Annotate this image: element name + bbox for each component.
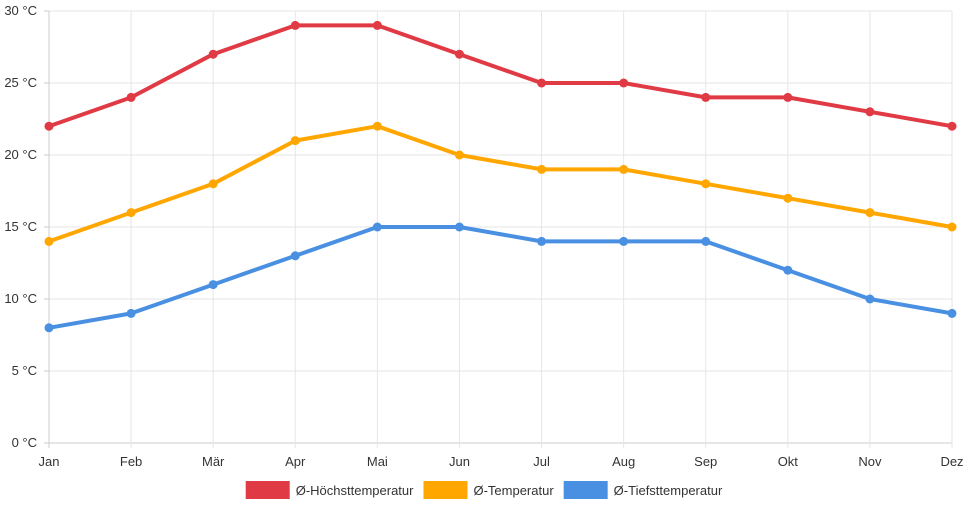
data-point[interactable] — [208, 179, 218, 189]
data-point[interactable] — [208, 49, 218, 59]
data-point[interactable] — [44, 236, 54, 246]
data-point[interactable] — [126, 308, 136, 318]
data-point[interactable] — [290, 251, 300, 261]
legend-label: Ø-Höchsttemperatur — [296, 483, 414, 498]
legend-label: Ø-Tiefsttemperatur — [614, 483, 723, 498]
data-point[interactable] — [619, 164, 629, 174]
data-point[interactable] — [619, 78, 629, 88]
data-point[interactable] — [701, 179, 711, 189]
data-point[interactable] — [372, 222, 382, 232]
data-point[interactable] — [454, 222, 464, 232]
legend-swatch[interactable] — [245, 481, 290, 499]
series-line-0 — [47, 23, 954, 129]
data-point[interactable] — [537, 164, 547, 174]
data-point[interactable] — [783, 92, 793, 102]
data-point[interactable] — [372, 121, 382, 131]
data-point[interactable] — [947, 308, 957, 318]
data-point[interactable] — [290, 136, 300, 146]
data-point[interactable] — [44, 323, 54, 333]
y-tick-label: 20 °C — [4, 147, 37, 162]
data-point[interactable] — [537, 236, 547, 246]
x-tick-label: Feb — [120, 454, 142, 469]
y-tick-label: 15 °C — [4, 219, 37, 234]
data-point[interactable] — [44, 121, 54, 131]
data-point[interactable] — [126, 92, 136, 102]
data-point[interactable] — [454, 49, 464, 59]
series-lines — [44, 20, 957, 333]
data-point[interactable] — [783, 265, 793, 275]
data-point[interactable] — [454, 150, 464, 160]
x-tick-label: Jan — [39, 454, 60, 469]
data-point[interactable] — [372, 20, 382, 30]
data-point[interactable] — [619, 236, 629, 246]
x-tick-label: Jun — [449, 454, 470, 469]
y-tick-label: 25 °C — [4, 75, 37, 90]
x-tick-label: Nov — [858, 454, 882, 469]
x-tick-label: Dez — [940, 454, 963, 469]
x-tick-label: Okt — [778, 454, 799, 469]
data-point[interactable] — [701, 236, 711, 246]
legend-swatch[interactable] — [563, 481, 608, 499]
x-tick-label: Apr — [285, 454, 306, 469]
data-point[interactable] — [865, 208, 875, 218]
series-line-1 — [47, 124, 954, 244]
x-tick-label: Jul — [533, 454, 550, 469]
data-point[interactable] — [947, 222, 957, 232]
legend-label: Ø-Temperatur — [473, 483, 554, 498]
data-point[interactable] — [865, 294, 875, 304]
data-point[interactable] — [537, 78, 547, 88]
data-point[interactable] — [947, 121, 957, 131]
y-tick-label: 30 °C — [4, 3, 37, 18]
x-axis-ticks: Jan Feb Mär Apr Mai Jun Jul Aug Sep Okt Nov Dez — [39, 454, 964, 469]
y-tick-label: 0 °C — [12, 435, 37, 450]
legend: Ø-Höchsttemperatur Ø-Temperatur Ø-Tiefstte… — [245, 481, 723, 499]
x-tick-label: Mai — [367, 454, 388, 469]
x-tick-label: Sep — [694, 454, 717, 469]
y-tick-label: 5 °C — [12, 363, 37, 378]
legend-swatch[interactable] — [423, 481, 468, 499]
y-axis-ticks: 0 °C 5 °C 10 °C 15 °C 20 °C 25 °C 30 °C — [4, 3, 37, 450]
grid-lines — [44, 10, 953, 448]
x-tick-label: Aug — [612, 454, 635, 469]
data-point[interactable] — [290, 20, 300, 30]
x-tick-label: Mär — [202, 454, 225, 469]
data-point[interactable] — [126, 208, 136, 218]
data-point[interactable] — [783, 193, 793, 203]
data-point[interactable] — [208, 280, 218, 290]
y-tick-label: 10 °C — [4, 291, 37, 306]
series-line-2 — [47, 225, 954, 330]
data-point[interactable] — [701, 92, 711, 102]
data-point[interactable] — [865, 107, 875, 117]
